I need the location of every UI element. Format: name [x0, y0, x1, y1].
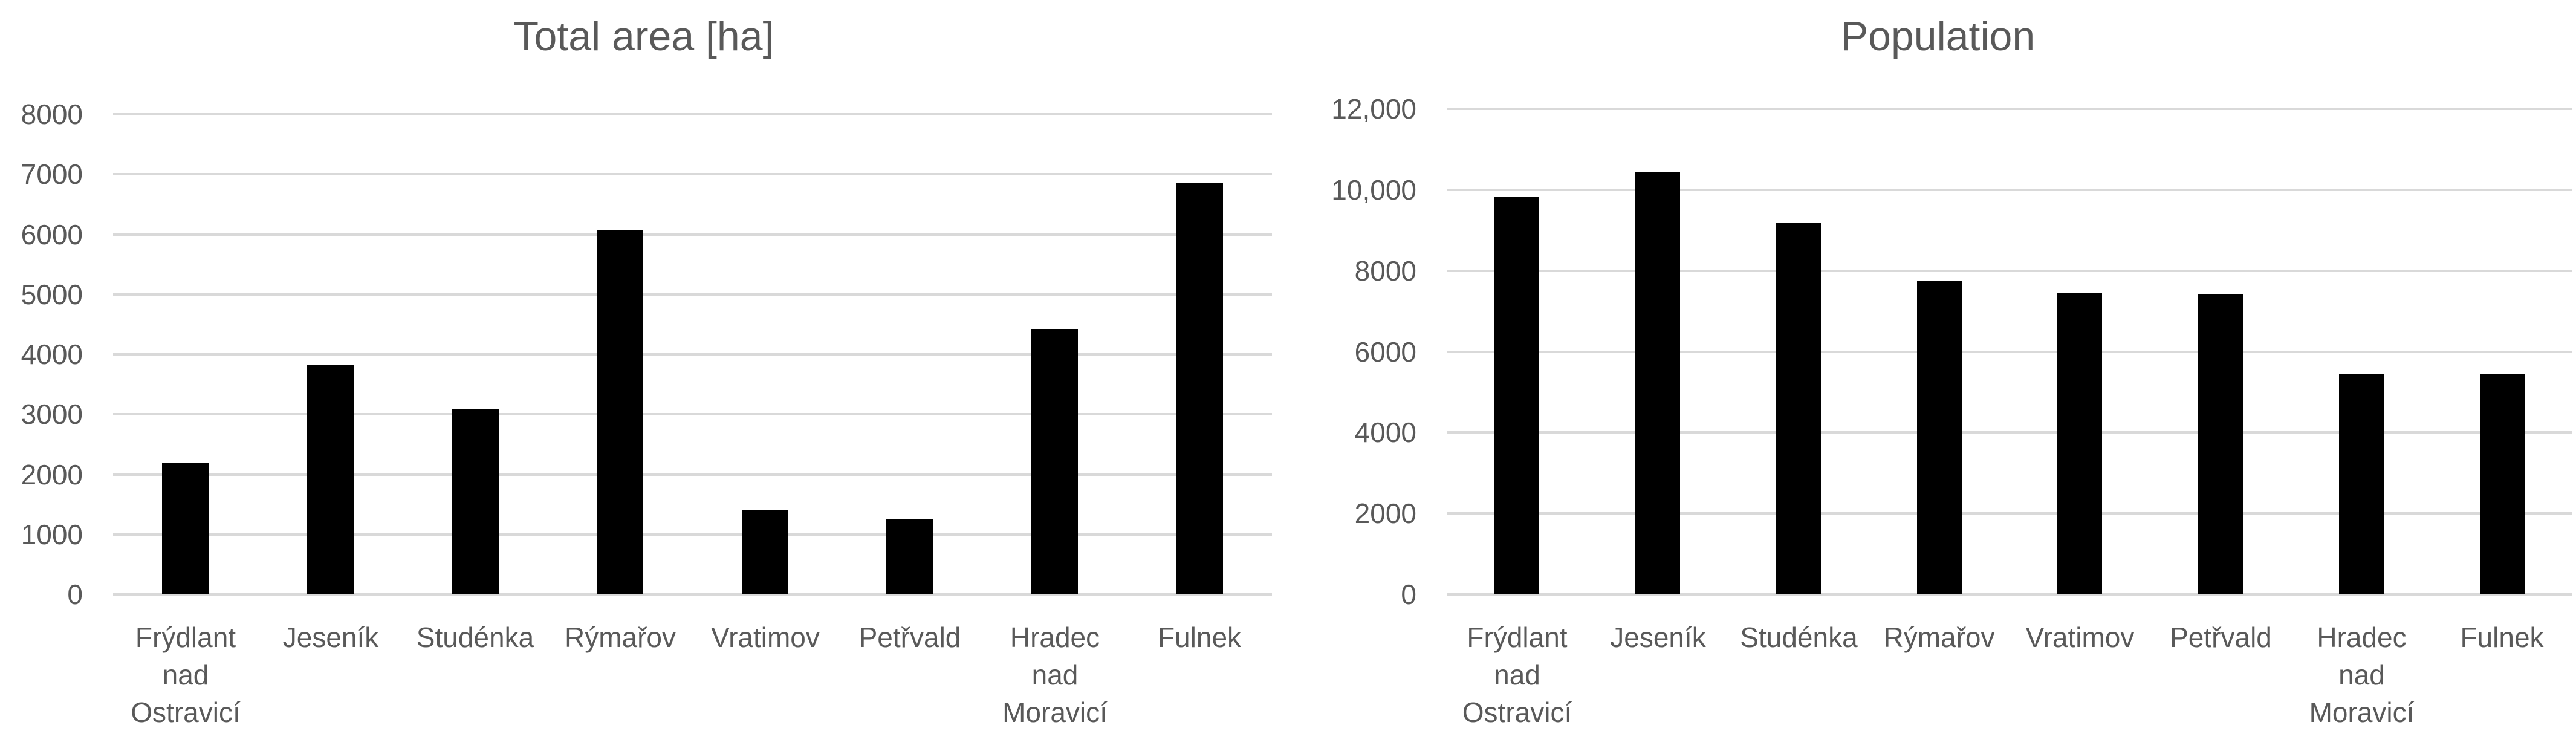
gridline — [1447, 270, 2572, 272]
y-tick-label: 2000 — [1354, 498, 1416, 529]
bar — [1494, 197, 1539, 594]
y-axis-total-area: 8000 7000 6000 5000 4000 3000 2000 1000 0 — [0, 99, 83, 610]
y-tick-label: 12,000 — [1331, 93, 1416, 125]
gridline — [1447, 593, 2572, 596]
x-category-label: Frýdlant nad Ostravicí — [1462, 622, 1572, 728]
bar — [307, 365, 354, 594]
chart-title-population: Population — [1840, 13, 2036, 59]
x-category-label: Petřvald — [858, 622, 961, 653]
y-tick-label: 0 — [1401, 579, 1416, 610]
y-axis-population: 12,000 10,000 8000 6000 4000 2000 0 — [1300, 93, 1416, 610]
gridline — [113, 353, 1272, 356]
bar — [1635, 172, 1680, 594]
y-tick-label: 8000 — [21, 99, 83, 130]
y-tick-label: 2000 — [21, 459, 83, 490]
gridline — [1447, 189, 2572, 191]
bar — [1917, 281, 1962, 594]
y-tick-label: 4000 — [21, 339, 83, 370]
gridline — [113, 413, 1272, 415]
gridline — [113, 173, 1272, 175]
x-category-label: Hradec nad Moravicí — [1002, 622, 1108, 728]
y-tick-label: 8000 — [1354, 255, 1416, 287]
x-category-label: Rýmařov — [564, 622, 676, 653]
x-category-label: Fulnek — [2460, 622, 2544, 653]
bar — [2480, 374, 2525, 594]
y-tick-label: 10,000 — [1331, 174, 1416, 206]
bar — [2198, 294, 2243, 594]
x-category-label: Studénka — [1740, 622, 1858, 653]
y-tick-label: 4000 — [1354, 417, 1416, 448]
gridline — [113, 113, 1272, 115]
x-category-label: Vratimov — [2025, 622, 2135, 653]
bar — [162, 463, 209, 594]
gridline — [1447, 512, 2572, 515]
x-category-label: Vratimov — [711, 622, 820, 653]
gridline — [113, 533, 1272, 536]
x-category-label: Fulnek — [1157, 622, 1242, 653]
gridline — [113, 473, 1272, 476]
bar — [886, 519, 933, 594]
x-category-label: Jeseník — [282, 622, 379, 653]
x-category-label: Petřvald — [2170, 622, 2272, 653]
bar — [2057, 293, 2102, 594]
y-tick-label: 1000 — [21, 519, 83, 550]
y-tick-label: 3000 — [21, 398, 83, 430]
bar — [1031, 329, 1078, 594]
plot-area-total-area — [113, 113, 1272, 596]
gridline — [113, 593, 1272, 596]
x-category-label: Jeseník — [1610, 622, 1706, 653]
gridline — [113, 293, 1272, 296]
x-category-label: Rýmařov — [1883, 622, 1995, 653]
y-tick-label: 0 — [67, 579, 83, 610]
chart-population: Population 12,000 10,000 8000 6000 4000 2000 0… — [1300, 0, 2576, 751]
gridline — [1447, 351, 2572, 353]
gridline — [1447, 108, 2572, 110]
x-category-label: Hradec nad Moravicí — [2309, 622, 2415, 728]
y-tick-label: 6000 — [21, 219, 83, 250]
bar — [2339, 374, 2384, 594]
bar — [452, 409, 499, 594]
bar — [597, 230, 643, 594]
x-category-label: Studénka — [416, 622, 534, 653]
x-axis-total-area: Frýdlant nad Ostravicí Jeseník Studénka Rým… — [113, 619, 1272, 746]
bar — [1176, 183, 1223, 594]
chart-title-total-area: Total area [ha] — [513, 13, 774, 59]
chart-total-area: Total area [ha] 8000 7000 6000 5000 4000 3000… — [0, 13, 1272, 746]
x-category-label: Frýdlant nad Ostravicí — [131, 622, 241, 728]
y-tick-label: 6000 — [1354, 336, 1416, 368]
plot-area-population — [1447, 108, 2572, 596]
gridline — [1447, 431, 2572, 434]
gridline — [113, 233, 1272, 236]
bar — [742, 510, 788, 594]
bar — [1776, 223, 1821, 594]
y-tick-label: 5000 — [21, 279, 83, 310]
y-tick-label: 7000 — [21, 158, 83, 190]
x-axis-population: Frýdlant nad Ostravicí Jeseník Studénka Rým… — [1447, 619, 2572, 746]
